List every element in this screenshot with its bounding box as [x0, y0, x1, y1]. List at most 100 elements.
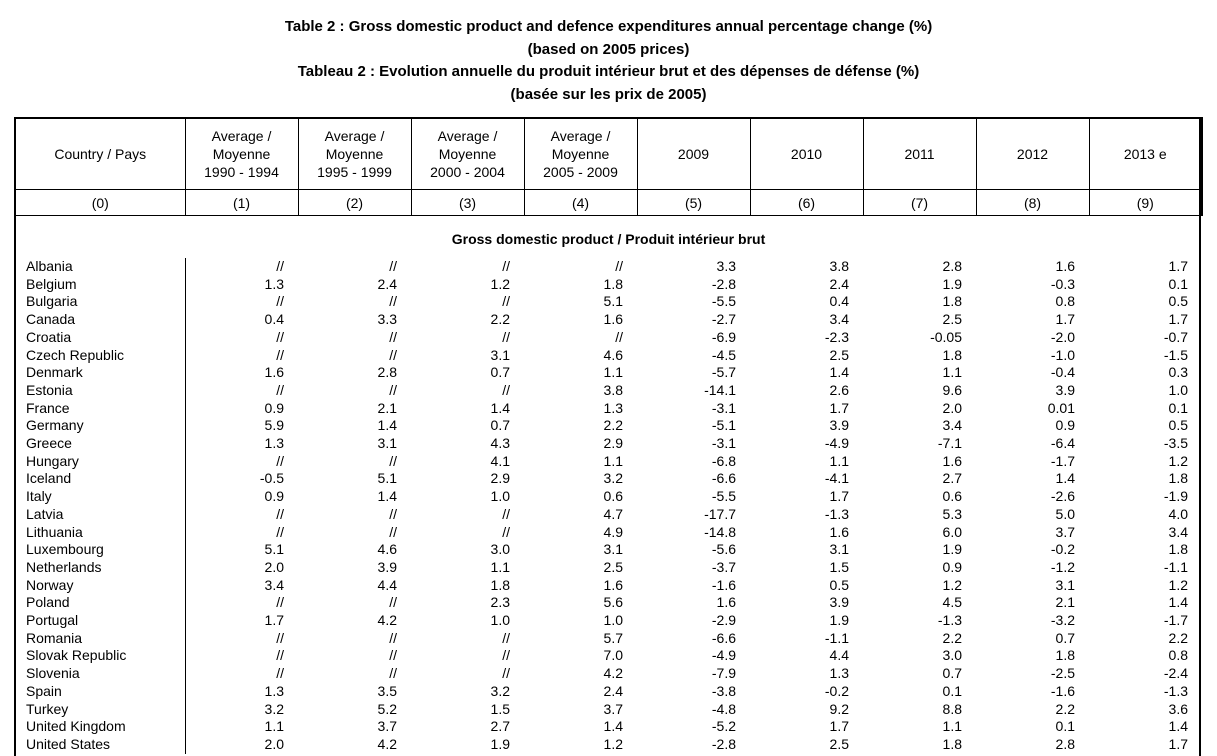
value-cell: 1.0: [603, 612, 623, 629]
value-cell: 1.2: [1168, 576, 1188, 593]
value-cell: 4.5: [942, 594, 962, 611]
value-cell: 3.9: [829, 594, 849, 611]
value-cell: -6.8: [711, 452, 736, 469]
table-row: Belgium 1.3 2.4 1.2 1.8 -2.8 2.4 1.9 -0.3 0.1: [15, 275, 1202, 294]
section-title: Gross domestic product / Produit intérie…: [451, 231, 766, 248]
header-col-9: 2013 e: [1088, 117, 1203, 190]
value-cell: 2.4: [829, 275, 849, 292]
value-cell: //: [502, 293, 510, 310]
value-cell: 0.7: [490, 364, 510, 381]
table-row: Croatia // // // // -6.9 -2.3 -0.05 -2.0 -0.7: [15, 328, 1202, 347]
value-cell: 3.2: [490, 682, 510, 699]
value-cell: 9.2: [829, 700, 849, 717]
header-row: Country / Pays Average / Moyenne 1990 - 199…: [14, 117, 1203, 190]
country-name: Belgium: [15, 275, 186, 294]
country-name: Germany: [15, 417, 186, 436]
header-col-3: Average / Moyenne 2000 - 2004: [410, 117, 525, 190]
value-cell: -1.3: [1163, 682, 1188, 699]
value-cell: 3.5: [377, 682, 397, 699]
value-cell: 1.9: [829, 612, 849, 629]
value-cell: 3.0: [490, 541, 510, 558]
table-row: Iceland -0.5 5.1 2.9 3.2 -6.6 -4.1 2.7 1.4 1.8: [15, 470, 1202, 489]
header-col-1: Average / Moyenne 1990 - 1994: [184, 117, 299, 190]
value-cell: 5.9: [264, 417, 284, 434]
country-name: Denmark: [15, 364, 186, 382]
value-cell: 4.0: [1168, 505, 1188, 522]
value-cell: 0.5: [1168, 293, 1188, 310]
value-cell: //: [502, 629, 510, 646]
value-cell: 2.0: [264, 735, 284, 752]
value-cell: 1.3: [264, 435, 284, 452]
value-cell: 2.8: [377, 364, 397, 381]
section-row: Gross domestic product / Produit intérie…: [15, 216, 1202, 259]
value-cell: 7.0: [603, 647, 623, 664]
value-cell: -3.8: [711, 682, 736, 699]
value-cell: 0.01: [1047, 399, 1075, 416]
value-cell: 2.1: [1055, 594, 1075, 611]
header-line: 1995 - 1999: [317, 164, 392, 180]
value-cell: -5.2: [711, 718, 736, 735]
value-cell: 2.9: [490, 470, 510, 487]
value-cell: 2.8: [1055, 735, 1075, 752]
column-number: (6): [749, 189, 864, 216]
value-cell: -5.7: [711, 364, 736, 381]
value-cell: -17.7: [704, 505, 736, 522]
value-cell: //: [276, 452, 284, 469]
value-cell: 1.9: [942, 541, 962, 558]
value-cell: 2.7: [490, 718, 510, 735]
country-name: United States: [15, 735, 186, 754]
value-cell: -7.1: [937, 435, 962, 452]
header-col-2: Average / Moyenne 1995 - 1999: [297, 117, 412, 190]
country-name: Turkey: [15, 700, 186, 719]
value-cell: 1.3: [264, 682, 284, 699]
value-cell: 3.8: [603, 381, 623, 398]
value-cell: 1.6: [942, 452, 962, 469]
value-cell: 0.7: [490, 417, 510, 434]
header-line: 2005 - 2009: [543, 164, 618, 180]
table-row: Latvia // // // 4.7 -17.7 -1.3 5.3 5.0 4.0: [15, 505, 1202, 524]
value-cell: 2.2: [1168, 629, 1188, 646]
value-cell: -6.6: [711, 470, 736, 487]
value-cell: -6.9: [711, 328, 736, 345]
value-cell: //: [502, 258, 510, 274]
value-cell: 2.5: [942, 311, 962, 328]
value-cell: 5.7: [603, 629, 623, 646]
value-cell: //: [502, 328, 510, 345]
column-number: (7): [862, 189, 977, 216]
value-cell: 2.2: [490, 311, 510, 328]
title-french: Tableau 2 : Evolution annuelle du produi…: [297, 63, 920, 80]
value-cell: 3.8: [829, 258, 849, 274]
value-cell: 1.5: [490, 700, 510, 717]
value-cell: 1.8: [490, 576, 510, 593]
table-row: Czech Republic // // 3.1 4.6 -4.5 2.5 1.8 -1.0 -1…: [15, 346, 1202, 365]
value-cell: 1.4: [603, 718, 623, 735]
header-line: Average /: [211, 128, 272, 144]
table-row: Germany 5.9 1.4 0.7 2.2 -5.1 3.9 3.4 0.9 0.5: [15, 417, 1202, 436]
table-row: France 0.9 2.1 1.4 1.3 -3.1 1.7 2.0 0.01 0.1: [15, 399, 1202, 418]
table-row: Luxembourg 5.1 4.6 3.0 3.1 -5.6 3.1 1.9 -0.2 1.8: [15, 541, 1202, 559]
value-cell: -1.1: [1163, 558, 1188, 575]
header-line: Moyenne: [438, 146, 497, 162]
header-line: Average /: [437, 128, 498, 144]
value-cell: //: [276, 328, 284, 345]
value-cell: 4.6: [377, 541, 397, 558]
value-cell: 3.6: [1168, 700, 1188, 717]
value-cell: 1.8: [942, 293, 962, 310]
country-name: Spain: [15, 682, 186, 701]
value-cell: 4.6: [603, 346, 623, 363]
value-cell: 2.5: [829, 735, 849, 752]
value-cell: -2.8: [711, 735, 736, 752]
value-cell: //: [276, 505, 284, 522]
table-row: Italy 0.9 1.4 1.0 0.6 -5.5 1.7 0.6 -2.6 -1.9: [15, 488, 1202, 506]
header-line: Country / Pays: [54, 146, 147, 162]
value-cell: 0.9: [264, 399, 284, 416]
value-cell: 4.4: [829, 647, 849, 664]
value-cell: 0.5: [1168, 417, 1188, 434]
value-cell: 3.1: [490, 346, 510, 363]
value-cell: 0.4: [829, 293, 849, 310]
value-cell: //: [276, 381, 284, 398]
value-cell: 3.7: [377, 718, 397, 735]
value-cell: //: [389, 594, 397, 611]
value-cell: //: [615, 258, 623, 274]
value-cell: 3.4: [1168, 523, 1188, 540]
